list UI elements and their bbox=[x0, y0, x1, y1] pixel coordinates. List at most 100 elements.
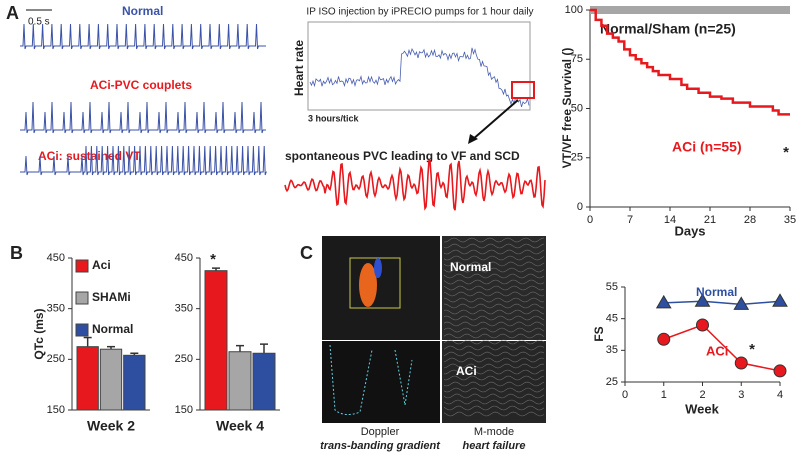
panel-label: A bbox=[6, 3, 19, 23]
mmode-stripe bbox=[443, 387, 545, 393]
x-axis-label: Days bbox=[674, 223, 705, 238]
ecg-line bbox=[20, 101, 266, 134]
point bbox=[773, 364, 787, 378]
y-tick-label: 50 bbox=[571, 102, 583, 114]
mmode-stripes bbox=[443, 237, 545, 417]
bar bbox=[99, 348, 123, 411]
mmode-stripe bbox=[443, 255, 545, 261]
bar bbox=[204, 270, 228, 411]
panel-label: B bbox=[10, 243, 23, 263]
pvc-caption: spontaneous PVC leading to VF and SCD bbox=[285, 149, 520, 163]
x-tick-label: 3 bbox=[738, 389, 744, 401]
mmode-stripe bbox=[443, 369, 545, 375]
legend-swatch bbox=[75, 291, 89, 305]
echo-label: Normal bbox=[450, 260, 491, 274]
hr-trend bbox=[309, 47, 530, 108]
mmode-stripe bbox=[443, 291, 545, 297]
mmode-stripe bbox=[443, 411, 545, 417]
y-tick-label: 55 bbox=[606, 281, 618, 293]
y-tick-label: 450 bbox=[175, 252, 193, 264]
hr-line bbox=[309, 47, 530, 108]
y-tick-label: 250 bbox=[175, 353, 193, 365]
x-tick-label: 0 bbox=[587, 214, 593, 226]
ecg-line bbox=[20, 145, 267, 176]
y-tick-label: 35 bbox=[606, 344, 618, 356]
mmode-stripe bbox=[443, 315, 545, 321]
y-tick-label: 25 bbox=[606, 376, 618, 388]
mmode-stripe bbox=[443, 297, 545, 303]
series-label: ACi bbox=[706, 343, 728, 358]
doppler-spectrum bbox=[322, 341, 440, 423]
mmode-stripe bbox=[443, 357, 545, 363]
doppler-image bbox=[322, 236, 440, 340]
y-axis-label: VT/VF free Survival () bbox=[560, 48, 574, 169]
mmode-stripe bbox=[443, 393, 545, 399]
y-tick-label: 150 bbox=[47, 404, 65, 416]
legend-label: Normal bbox=[92, 322, 133, 336]
annotation: * bbox=[783, 144, 789, 161]
y-axis-label: QTc (ms) bbox=[32, 308, 46, 359]
mmode-stripe bbox=[443, 405, 545, 411]
arrow-head bbox=[468, 134, 478, 144]
series-label: Normal/Sham (n=25) bbox=[600, 21, 736, 37]
mmode-stripe bbox=[443, 309, 545, 315]
y-tick-label: 75 bbox=[571, 53, 583, 65]
point bbox=[696, 318, 709, 332]
panel-label: C bbox=[300, 243, 313, 263]
x-tick-label: 28 bbox=[744, 214, 756, 226]
mmode-stripe bbox=[443, 285, 545, 291]
mmode-stripe bbox=[443, 327, 545, 333]
y-tick-label: 350 bbox=[175, 303, 193, 315]
point bbox=[694, 293, 711, 307]
y-tick-label: 450 bbox=[47, 252, 65, 264]
series-line bbox=[663, 300, 781, 306]
y-tick-label: 100 bbox=[565, 4, 583, 16]
y-tick-label: 250 bbox=[47, 353, 65, 365]
x-tick-label: 2 bbox=[699, 389, 705, 401]
mmode-stripe bbox=[443, 303, 545, 309]
point bbox=[772, 293, 788, 307]
x-tick-label: Week 2 bbox=[87, 418, 135, 434]
x-tick-label: 14 bbox=[664, 214, 676, 226]
x-axis-label: Week bbox=[685, 401, 719, 416]
vf-trace bbox=[284, 159, 546, 211]
y-tick-label: 25 bbox=[571, 152, 583, 164]
point bbox=[657, 332, 671, 346]
y-axis-label: FS bbox=[592, 326, 606, 341]
trace-label: ACi: sustained VT bbox=[38, 149, 141, 163]
annotation: * bbox=[210, 251, 216, 268]
hr-box bbox=[307, 21, 531, 111]
mmode-stripe bbox=[443, 249, 545, 255]
mmode-image bbox=[442, 341, 546, 423]
bar bbox=[76, 346, 99, 411]
doppler-jet bbox=[374, 258, 382, 278]
mmode-stripe bbox=[444, 237, 545, 243]
mmode-stripe bbox=[443, 243, 545, 249]
y-tick-label: 350 bbox=[47, 303, 65, 315]
doppler-jet bbox=[359, 263, 377, 307]
vf-line bbox=[284, 159, 546, 211]
series-label: Normal bbox=[696, 285, 737, 299]
hr-xlabel: 3 hours/tick bbox=[308, 113, 360, 123]
caption: Doppler bbox=[361, 426, 400, 438]
mmode-stripe bbox=[443, 279, 545, 285]
mmode-stripe bbox=[443, 375, 545, 381]
point bbox=[655, 294, 672, 309]
mmode-stripe bbox=[443, 381, 545, 387]
echo-label: ACi bbox=[456, 364, 477, 378]
x-tick-label: 21 bbox=[704, 214, 716, 226]
annotation: * bbox=[749, 341, 755, 358]
mmode-stripe bbox=[443, 339, 545, 345]
ecg-traces bbox=[20, 23, 267, 176]
legend-label: SHAMi bbox=[92, 290, 131, 304]
bar bbox=[252, 352, 276, 411]
x-tick-label: Week 4 bbox=[216, 418, 264, 434]
y-tick-label: 150 bbox=[175, 404, 193, 416]
caption: trans-banding gradient bbox=[320, 440, 441, 452]
mmode-stripe bbox=[443, 333, 545, 339]
mmode-stripe bbox=[443, 345, 545, 351]
bar bbox=[228, 351, 252, 411]
ecg-line bbox=[20, 23, 266, 50]
mmode-stripe bbox=[443, 321, 545, 327]
